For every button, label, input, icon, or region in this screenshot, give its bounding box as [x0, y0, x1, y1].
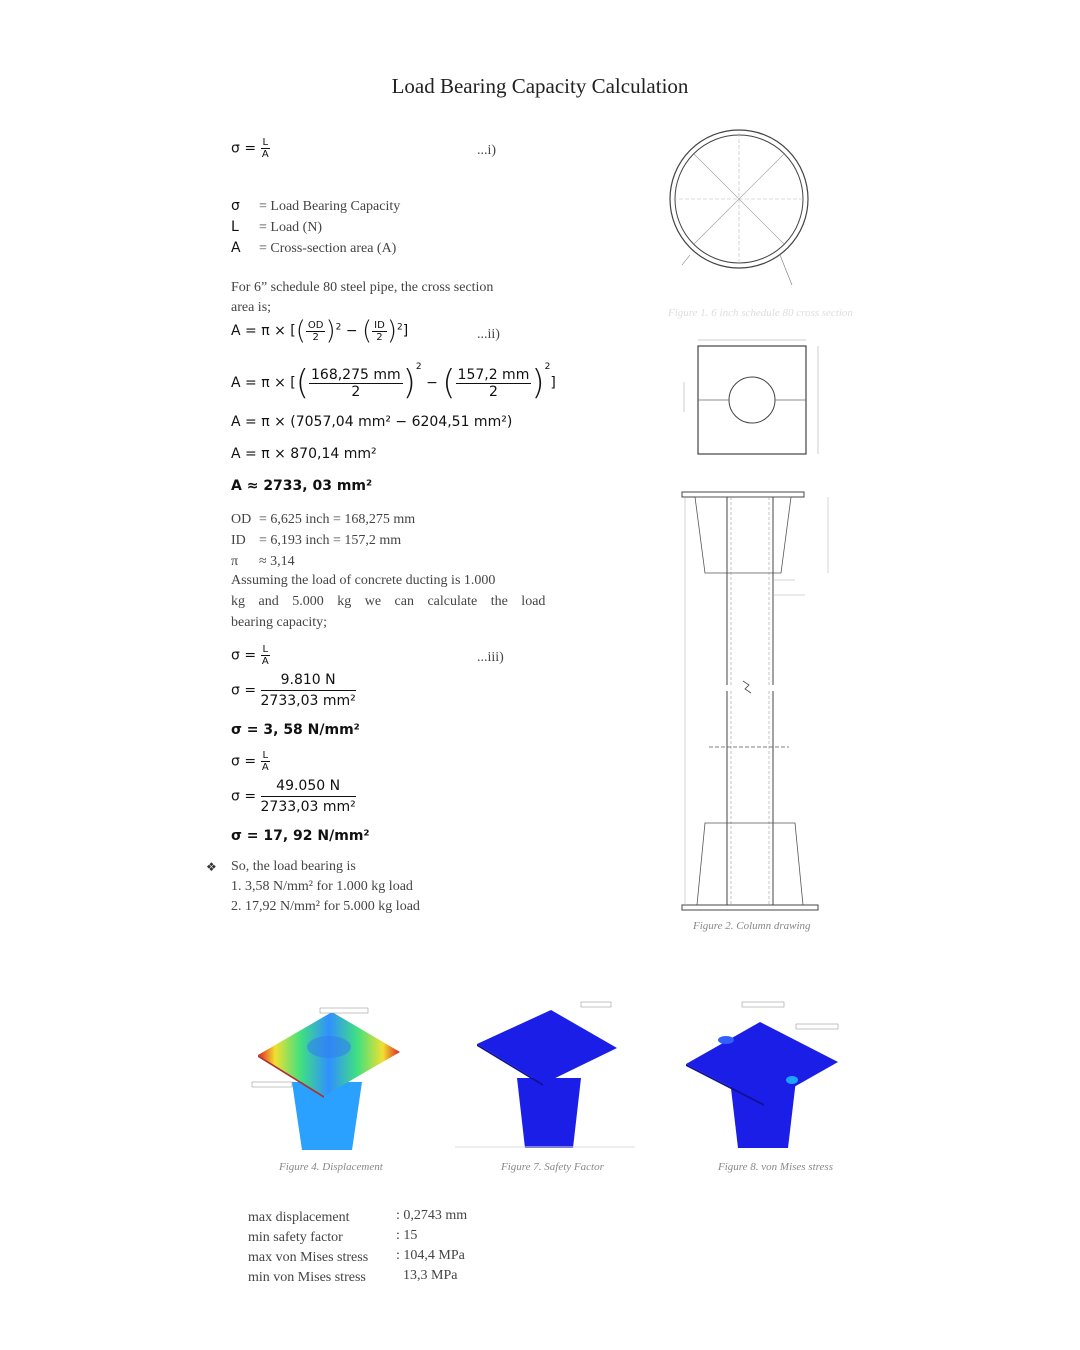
eq2-minus: − — [345, 323, 358, 339]
equation-load-1000: σ = 9.810 N 2733,03 mm² — [231, 670, 356, 711]
equation-ii-tag: ...ii) — [477, 327, 500, 342]
page-title: Load Bearing Capacity Calculation — [391, 74, 689, 98]
dim-value: = 6,193 inch = 157,2 mm — [259, 533, 402, 548]
eq2-od: OD — [305, 319, 326, 332]
bullet2-line2-text: kg and 5.000 kg we can calculate the loa… — [231, 594, 546, 609]
eq2-den: 2 — [376, 331, 383, 343]
eq3-den: 2 — [351, 383, 361, 400]
figure-8-caption: Figure 8. von Mises stress — [718, 1161, 833, 1173]
pipe-cross-section-drawing — [669, 129, 809, 286]
equation-result-1000: σ = 3, 58 N/mm² — [231, 722, 360, 738]
eq7-den: A — [261, 656, 269, 667]
def-sym: L — [231, 219, 239, 235]
eq3-exp: 2 — [544, 362, 551, 372]
result-label: max displacement — [248, 1210, 350, 1225]
eq11-den: 2733,03 mm² — [260, 799, 356, 815]
diamond-bullet-icon: ❖ — [206, 860, 217, 874]
result-value: : 0,2743 mm — [396, 1208, 468, 1223]
eq8-lhs: σ = — [231, 682, 257, 699]
eq8-den: 2733,03 mm² — [260, 693, 356, 709]
summary-intro: So, the load bearing is — [231, 859, 356, 874]
eq3-exp: 2 — [415, 362, 422, 372]
bullet1-line1: For 6” schedule 80 steel pipe, the cross… — [231, 280, 494, 295]
result-label: min safety factor — [248, 1230, 343, 1245]
bullet1-line2: area is; — [231, 300, 272, 315]
eq3-lhs: A = π × [ — [231, 375, 296, 391]
definitions-list: σ = Load Bearing Capacity L = Load (N) A = … — [231, 197, 400, 260]
eq2-den: 2 — [312, 331, 319, 343]
eq3-minus: − — [426, 375, 438, 391]
equation-substitution: A = π × [(168,275 mm 2)2 − (157,2 mm 2)2] — [231, 362, 556, 403]
eq11-num: 49.050 N — [260, 776, 356, 797]
eq3-den: 2 — [488, 383, 498, 400]
def-sym: σ — [231, 198, 240, 214]
result-value: 13,3 MPa — [403, 1268, 458, 1283]
result-label: min von Mises stress — [248, 1270, 366, 1285]
result-value: : 15 — [396, 1228, 418, 1243]
eq7-lhs: σ = — [231, 647, 257, 664]
result-label: max von Mises stress — [248, 1250, 369, 1265]
equation-load-5000: σ = 49.050 N 2733,03 mm² — [231, 776, 356, 817]
fea-von-mises-image — [686, 1001, 839, 1148]
bullet2-line2: kg and 5.000 kg we can calculate the loa… — [231, 594, 545, 610]
figure-1-caption: Figure 1. 6 inch schedule 80 cross secti… — [668, 307, 853, 319]
eq3-num2: 157,2 mm — [455, 366, 532, 384]
eq2-id: ID — [372, 319, 387, 332]
equation-iii-tag: ...iii) — [477, 650, 504, 665]
eq8-num: 9.810 N — [260, 670, 356, 691]
figure-7-caption: Figure 7. Safety Factor — [501, 1161, 604, 1173]
dim-value: ≈ 3,14 — [259, 554, 295, 569]
equation-ii: A = π × [(OD 2)2 − (ID 2)2] — [231, 316, 409, 346]
equation-result-5000: σ = 17, 92 N/mm² — [231, 828, 370, 844]
eq10-den: A — [261, 762, 269, 773]
equation-area-result: A ≈ 2733, 03 mm² — [231, 478, 373, 494]
summary-item: 2. 17,92 N/mm² for 5.000 kg load — [231, 899, 420, 914]
eq11-lhs: σ = — [231, 788, 257, 805]
eq2-exp: 2 — [335, 322, 342, 333]
eq2-exp: 2 — [396, 322, 403, 333]
eq7-num: L — [260, 644, 271, 656]
eq3-num1: 168,275 mm — [309, 366, 403, 384]
column-drawing — [681, 491, 829, 911]
dim-key: ID — [231, 533, 246, 548]
eq3-close: ] — [550, 375, 556, 391]
result-value: : 104,4 MPa — [396, 1248, 465, 1263]
eq1-den: A — [261, 149, 269, 160]
eq2-lhs: A = π × [ — [231, 323, 296, 339]
figure-4-caption: Figure 4. Displacement — [279, 1161, 383, 1173]
dim-value: = 6,625 inch = 168,275 mm — [259, 512, 416, 527]
bullet2-line1: Assuming the load of concrete ducting is… — [231, 573, 496, 588]
figure-2-caption: Figure 2. Column drawing — [693, 920, 811, 932]
dim-key: π — [231, 554, 239, 569]
eq1-lhs: σ = — [231, 140, 257, 157]
eq10-lhs: σ = — [231, 753, 257, 770]
bullet2-line3: bearing capacity; — [231, 615, 328, 630]
eq1-num: L — [260, 137, 271, 149]
def-text: = Cross-section area (A) — [259, 241, 397, 256]
def-text: = Load (N) — [259, 220, 323, 235]
results-table: max displacement : 0,2743 mm min safety … — [248, 1208, 508, 1288]
dim-key: OD — [231, 512, 252, 527]
eq2-close: ] — [402, 323, 409, 339]
fea-safety-factor-image — [455, 1001, 635, 1148]
equation-i-tag: ...i) — [477, 143, 497, 158]
summary-item: 1. 3,58 N/mm² for 1.000 kg load — [231, 879, 413, 894]
base-plate-drawing — [683, 339, 819, 455]
fea-displacement-image — [251, 1007, 400, 1150]
eq10-num: L — [260, 750, 271, 762]
def-text: = Load Bearing Capacity — [259, 199, 401, 214]
equation-step-2: A = π × 870,14 mm² — [231, 446, 377, 462]
def-sym: A — [231, 240, 241, 256]
equation-step-1: A = π × (7057,04 mm² − 6204,51 mm²) — [231, 414, 513, 430]
dimensions-list: OD = 6,625 inch = 168,275 mm ID = 6,193 in… — [231, 510, 415, 573]
